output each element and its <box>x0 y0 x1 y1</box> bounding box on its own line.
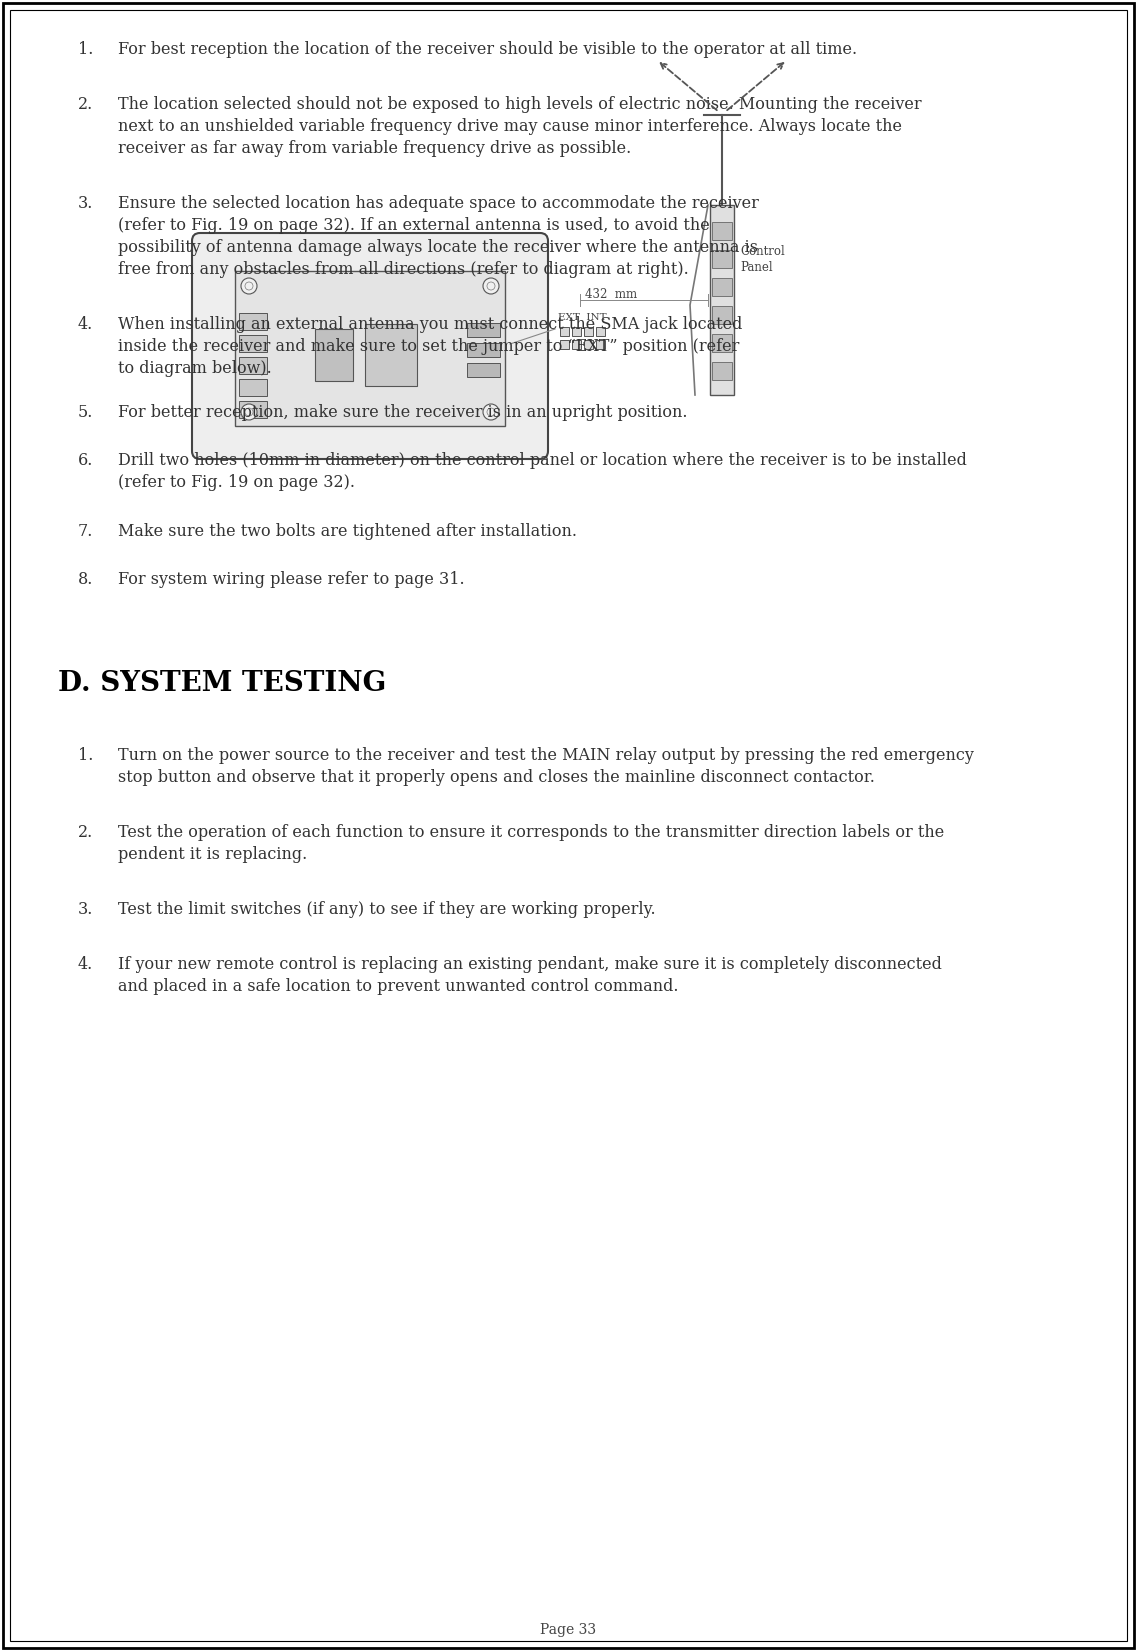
Text: For best reception the location of the receiver should be visible to the operato: For best reception the location of the r… <box>118 41 857 58</box>
Text: Control: Control <box>740 244 785 258</box>
Bar <box>239 401 267 418</box>
Text: stop button and observe that it properly opens and closes the mainline disconnec: stop button and observe that it properly… <box>118 769 874 786</box>
Bar <box>584 340 594 348</box>
Text: 5.: 5. <box>78 404 93 421</box>
Text: Test the operation of each function to ensure it corresponds to the transmitter : Test the operation of each function to e… <box>118 824 944 842</box>
Circle shape <box>241 277 257 294</box>
Text: Page 33: Page 33 <box>540 1623 596 1638</box>
Bar <box>712 249 732 267</box>
Text: 7.: 7. <box>78 523 93 540</box>
Text: 2.: 2. <box>78 96 93 112</box>
Text: When installing an external antenna you must connect the SMA jack located: When installing an external antenna you … <box>118 315 742 334</box>
Text: Turn on the power source to the receiver and test the MAIN relay output by press: Turn on the power source to the receiver… <box>118 748 974 764</box>
Circle shape <box>241 404 257 419</box>
Text: If your new remote control is replacing an existing pendant, make sure it is com: If your new remote control is replacing … <box>118 956 941 972</box>
Text: D. SYSTEM TESTING: D. SYSTEM TESTING <box>58 670 387 697</box>
Circle shape <box>483 404 499 419</box>
Text: 8.: 8. <box>78 571 93 588</box>
Text: receiver as far away from variable frequency drive as possible.: receiver as far away from variable frequ… <box>118 140 631 157</box>
Text: (refer to Fig. 19 on page 32).: (refer to Fig. 19 on page 32). <box>118 474 355 492</box>
Text: to diagram below).: to diagram below). <box>118 360 272 376</box>
Bar <box>596 340 605 348</box>
Bar <box>467 343 500 357</box>
Bar <box>596 327 605 337</box>
Text: free from any obstacles from all directions (refer to diagram at right).: free from any obstacles from all directi… <box>118 261 689 277</box>
Text: Make sure the two bolts are tightened after installation.: Make sure the two bolts are tightened af… <box>118 523 576 540</box>
Text: (refer to Fig. 19 on page 32). If an external antenna is used, to avoid the: (refer to Fig. 19 on page 32). If an ext… <box>118 216 709 234</box>
Bar <box>572 340 581 348</box>
Text: 432  mm: 432 mm <box>586 287 637 300</box>
Text: and placed in a safe location to prevent unwanted control command.: and placed in a safe location to prevent… <box>118 977 679 996</box>
Text: For better reception, make sure the receiver is in an upright position.: For better reception, make sure the rece… <box>118 404 688 421</box>
Bar <box>561 327 568 337</box>
Bar <box>239 380 267 396</box>
Bar <box>712 334 732 352</box>
Bar <box>315 329 352 381</box>
FancyBboxPatch shape <box>192 233 548 459</box>
Text: Ensure the selected location has adequate space to accommodate the receiver: Ensure the selected location has adequat… <box>118 195 758 211</box>
Text: The location selected should not be exposed to high levels of electric noise. Mo: The location selected should not be expo… <box>118 96 922 112</box>
Bar <box>239 314 267 330</box>
Text: 1.: 1. <box>78 41 93 58</box>
Bar <box>239 357 267 375</box>
Text: 3.: 3. <box>78 195 93 211</box>
Bar <box>467 363 500 376</box>
Bar <box>712 277 732 296</box>
Text: pendent it is replacing.: pendent it is replacing. <box>118 847 307 863</box>
Bar <box>584 327 594 337</box>
Bar <box>561 340 568 348</box>
Bar <box>365 324 417 386</box>
Text: 4.: 4. <box>78 315 93 334</box>
Bar <box>239 335 267 352</box>
Bar <box>572 327 581 337</box>
Text: Test the limit switches (if any) to see if they are working properly.: Test the limit switches (if any) to see … <box>118 901 656 918</box>
Bar <box>235 271 505 426</box>
Text: 1.: 1. <box>78 748 93 764</box>
Bar <box>712 221 732 239</box>
Text: Panel: Panel <box>740 261 773 274</box>
Text: next to an unshielded variable frequency drive may cause minor interference. Alw: next to an unshielded variable frequency… <box>118 117 902 135</box>
Bar <box>467 324 500 337</box>
Bar <box>712 362 732 380</box>
Text: For system wiring please refer to page 31.: For system wiring please refer to page 3… <box>118 571 465 588</box>
Text: inside the receiver and make sure to set the jumper to “EXT” position (refer: inside the receiver and make sure to set… <box>118 338 739 355</box>
Text: Drill two holes (10mm in diameter) on the control panel or location where the re: Drill two holes (10mm in diameter) on th… <box>118 452 966 469</box>
Bar <box>712 305 732 324</box>
Text: 3.: 3. <box>78 901 93 918</box>
Circle shape <box>483 277 499 294</box>
Text: EXT  INT: EXT INT <box>558 314 607 322</box>
Text: possibility of antenna damage always locate the receiver where the antenna is: possibility of antenna damage always loc… <box>118 239 758 256</box>
Text: 4.: 4. <box>78 956 93 972</box>
Text: 6.: 6. <box>78 452 93 469</box>
Bar <box>709 205 735 395</box>
Text: 2.: 2. <box>78 824 93 842</box>
